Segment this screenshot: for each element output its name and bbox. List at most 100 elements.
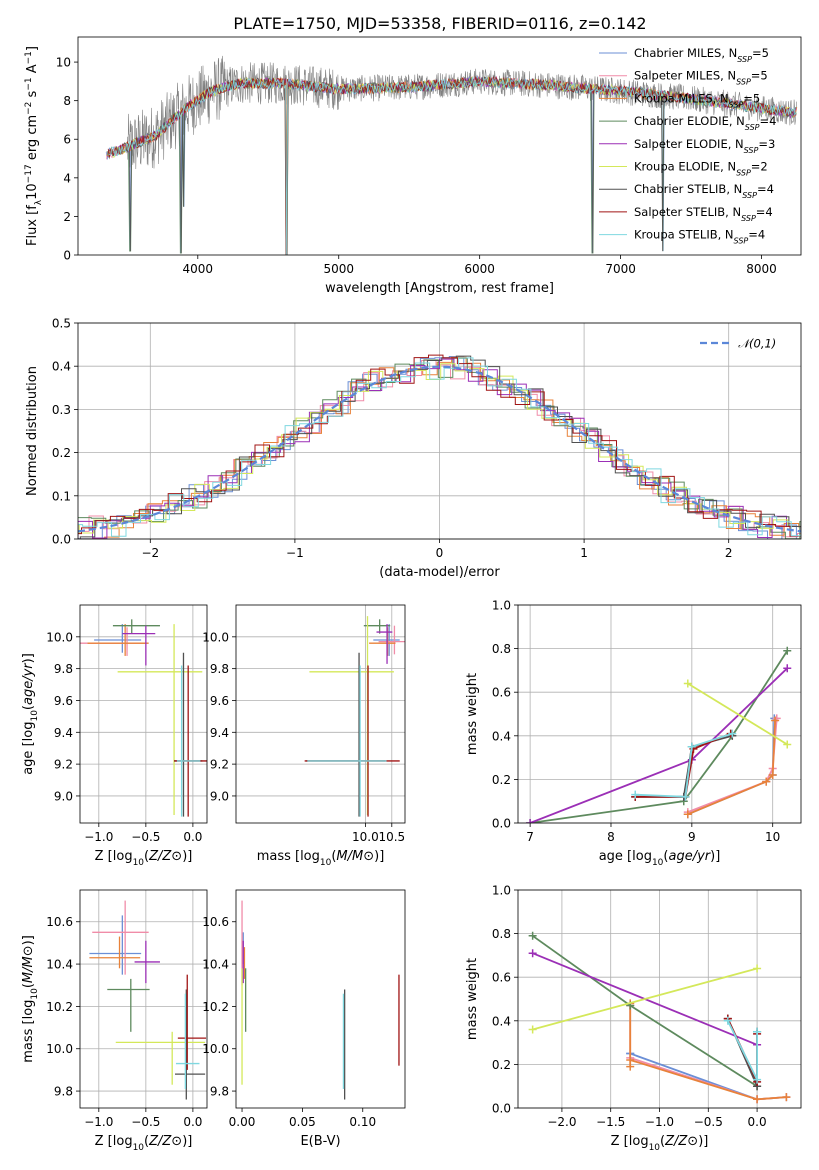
x-tick-label: 9 <box>688 830 696 844</box>
legend-label: Chabrier STELIB, N <box>634 182 742 196</box>
legend-suffix: =3 <box>758 137 775 151</box>
x-tick-label: 5000 <box>323 262 354 276</box>
residuals-ylabel: Normed distribution <box>25 366 40 496</box>
x-tick-label: −0.5 <box>694 1115 723 1129</box>
y-tick-label: 9.0 <box>210 789 229 803</box>
label-part: λ <box>34 199 44 205</box>
weight-line <box>635 732 733 798</box>
histograms <box>78 354 801 539</box>
label-part: Z [log <box>611 1134 649 1149</box>
legend-label: Chabrier MILES, N <box>634 46 737 60</box>
data-point <box>92 900 149 975</box>
y-tick-label: 0.0 <box>52 533 71 547</box>
legend-label: Salpeter ELODIE, N <box>634 137 744 151</box>
data-point <box>306 652 386 817</box>
spectrum-ylabel: Flux [fλ10−17 erg cm−2 s−1 A−1] <box>24 46 44 246</box>
legend-sub: SSP <box>742 191 757 200</box>
legend-label: Salpeter STELIB, N <box>634 205 741 219</box>
label-part: ( <box>660 1134 665 1149</box>
data-point <box>87 624 149 656</box>
spectrum-lines <box>105 55 798 255</box>
z-weight-frame <box>517 889 802 1109</box>
y-tick-label: 0.6 <box>492 971 511 985</box>
weight-series <box>526 664 792 823</box>
weight-marker <box>683 810 692 819</box>
data-point <box>89 936 141 969</box>
z-age-xlabel-text: Z [log10(Z/Z⊙)] <box>95 849 193 868</box>
label-part: Z/Z⊙ <box>148 849 182 864</box>
label-part: Flux [f <box>25 205 40 246</box>
data-point <box>117 624 203 816</box>
ebv-mass-frame <box>235 889 406 1109</box>
x-tick-label: 0.0 <box>183 830 202 844</box>
legend-suffix: =4 <box>760 114 777 128</box>
y-tick-label: 0.6 <box>492 686 511 700</box>
data-point <box>89 915 142 975</box>
x-tick-label: 0.05 <box>289 1115 316 1129</box>
label-part: mass weight <box>465 958 480 1040</box>
data-point <box>304 665 400 817</box>
residuals-xlabel-text: (data-model)/error <box>379 565 500 580</box>
legend-entry: Kroupa STELIB, NSSP=4 <box>634 228 765 246</box>
label-part: A <box>25 64 40 77</box>
x-tick-label: 8000 <box>746 262 777 276</box>
label-part: )] <box>698 1134 708 1149</box>
weight-marker <box>783 664 792 673</box>
weight-line <box>529 650 789 823</box>
y-tick-label: 0.1 <box>52 489 71 503</box>
weight-series <box>683 716 780 819</box>
spectrum-frame <box>77 36 802 256</box>
legend-sub: SSP <box>729 100 744 109</box>
weight-marker <box>753 1095 762 1104</box>
legend-label: Kroupa ELODIE, N <box>634 160 736 174</box>
residual-histogram <box>78 354 801 537</box>
legend-sub: SSP <box>737 55 752 64</box>
data-point <box>307 665 387 817</box>
label-part: erg cm <box>25 115 40 164</box>
label-part: )] <box>374 849 384 864</box>
weight-series <box>528 964 762 1034</box>
ebv-mass-points <box>241 900 400 1100</box>
weight-series <box>723 1016 762 1084</box>
age-weight-ylabel-text: mass weight <box>465 673 480 755</box>
y-tick-label: 0.4 <box>52 360 71 374</box>
legend-sub: SSP <box>744 145 759 154</box>
legend-label: Chabrier ELODIE, N <box>634 114 745 128</box>
label-part: )] <box>182 1134 192 1149</box>
weight-line <box>529 667 788 823</box>
data-point <box>80 627 146 656</box>
mass-age-points <box>304 616 405 817</box>
residuals-axes: −2 −1 0 1 2 0.0 0.1 0.2 0.3 0.4 0.5 <box>52 317 801 560</box>
legend-suffix: =5 <box>743 91 760 105</box>
y-tick-label: 0.0 <box>492 1102 511 1116</box>
label-part: −1 <box>24 77 34 90</box>
y-tick-label: 10.0 <box>202 1042 229 1056</box>
x-tick-label: −1 <box>286 546 304 560</box>
data-point <box>309 616 394 816</box>
age-weight-frame <box>517 604 802 824</box>
x-tick-label: −2.0 <box>547 1115 576 1129</box>
legend-suffix: =4 <box>756 205 773 219</box>
y-tick-label: 9.8 <box>54 662 73 676</box>
x-tick-label: 8 <box>607 830 615 844</box>
mass-age-axes: 10.0 10.59.09.29.49.69.810.0 <box>202 605 405 844</box>
weight-line <box>687 682 788 746</box>
x-tick-label: −0.5 <box>131 830 160 844</box>
weight-marker <box>626 1056 635 1065</box>
label-part: s <box>25 90 40 101</box>
label-part: −2 <box>24 102 34 115</box>
legend-sub: SSP <box>741 213 756 222</box>
y-tick-label: 10.0 <box>46 1042 73 1056</box>
x-tick-label: 10.0 <box>352 830 379 844</box>
weight-series <box>631 729 737 801</box>
label-part: ] <box>25 46 40 51</box>
x-tick-label: 7 <box>526 830 534 844</box>
label-part: 10 <box>133 1143 145 1153</box>
residual-histogram <box>78 355 801 539</box>
label-part: Z/Z⊙ <box>148 1134 182 1149</box>
legend-entry: Chabrier ELODIE, NSSP=4 <box>634 114 776 132</box>
weight-marker <box>782 1093 791 1102</box>
y-tick-label: 0.2 <box>492 773 511 787</box>
weight-marker <box>528 949 537 958</box>
